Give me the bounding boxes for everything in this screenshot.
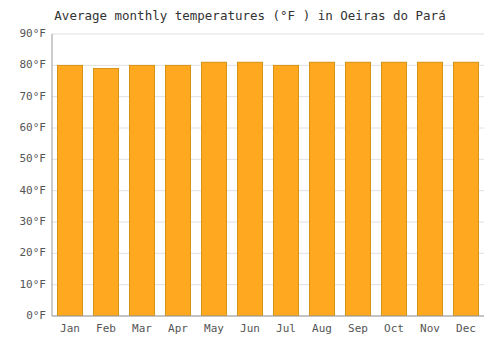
bar: [237, 62, 262, 316]
x-tick-label: Oct: [384, 322, 404, 335]
x-tick-label: Dec: [456, 322, 476, 335]
axes: [52, 34, 484, 316]
x-tick-label: Aug: [312, 322, 332, 335]
y-tick-label: 10°F: [20, 278, 47, 291]
x-tick-label: Jul: [276, 322, 296, 335]
bar: [381, 62, 406, 316]
x-tick-label: Jun: [240, 322, 260, 335]
x-axis: Jan Feb Mar Apr May Jun Jul Aug Sep Oct Nov Dec: [60, 322, 476, 335]
y-axis-line: [52, 34, 53, 316]
bar: [345, 62, 370, 316]
bar: [129, 65, 154, 316]
x-tick-label: May: [204, 322, 224, 335]
y-tick-label: 20°F: [20, 246, 47, 259]
y-tick-label: 80°F: [20, 58, 47, 71]
x-tick-label: Feb: [96, 322, 116, 335]
grid: [52, 34, 484, 316]
bar: [201, 62, 226, 316]
bar: [165, 65, 190, 316]
bar: [273, 65, 298, 316]
grid-line: [52, 316, 484, 317]
y-tick-label: 40°F: [20, 184, 47, 197]
y-tick-label: 0°F: [26, 309, 46, 322]
y-tick-label: 60°F: [20, 121, 47, 134]
bar: [93, 68, 118, 316]
x-tick-label: Mar: [132, 322, 152, 335]
title: Average monthly temperatures (°F ) in Oe…: [54, 8, 445, 23]
x-axis-line: [52, 316, 484, 317]
bar: [417, 62, 442, 316]
x-tick-label: Jan: [60, 322, 80, 335]
chart-svg: 0°F 10°F 20°F 30°F 40°F 50°F 60°F 70°F 80°F 90°F J…: [0, 0, 500, 350]
y-tick-label: 70°F: [20, 90, 47, 103]
y-tick-label: 90°F: [20, 27, 47, 40]
bar: [309, 62, 334, 316]
chart-container: 0°F 10°F 20°F 30°F 40°F 50°F 60°F 70°F 80°F 90°F J…: [0, 0, 500, 350]
y-axis: 0°F 10°F 20°F 30°F 40°F 50°F 60°F 70°F 80°F 90°F: [20, 27, 47, 322]
bar: [57, 65, 82, 316]
y-tick-label: 50°F: [20, 152, 47, 165]
bar: [453, 62, 478, 316]
y-tick-label: 30°F: [20, 215, 47, 228]
bars: [57, 62, 478, 316]
grid-line: [52, 34, 484, 35]
x-tick-label: Apr: [168, 322, 188, 335]
x-tick-label: Nov: [420, 322, 440, 335]
x-tick-label: Sep: [348, 322, 368, 335]
